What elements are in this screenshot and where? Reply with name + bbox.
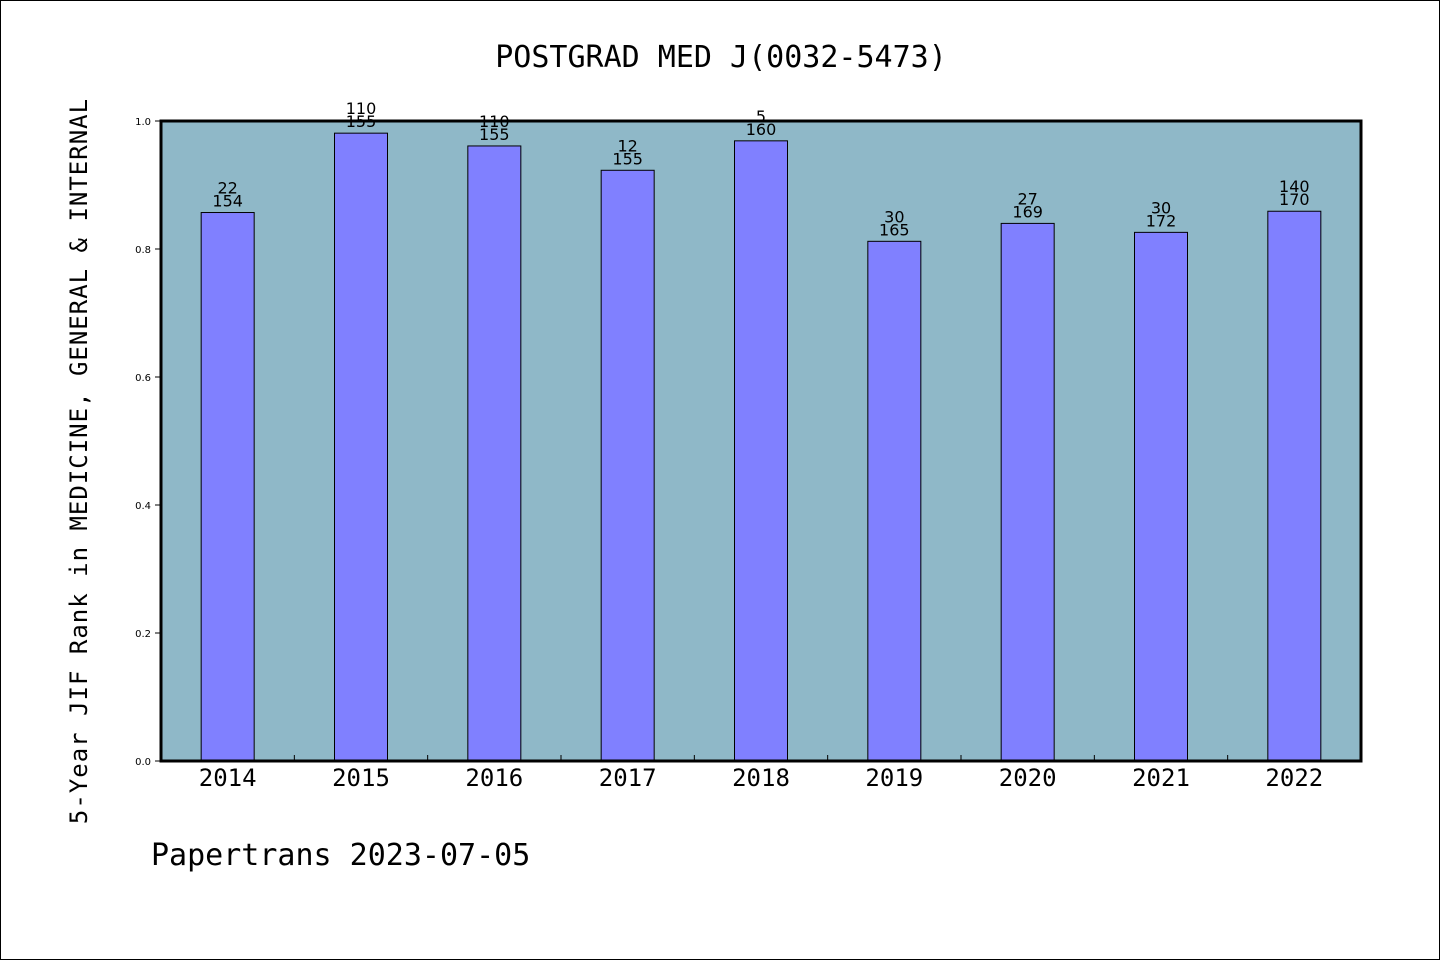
bar	[734, 140, 788, 762]
bar-label-top: 140	[1279, 177, 1310, 196]
plot-border	[159, 119, 1363, 763]
bar-label-top: 30	[1151, 198, 1171, 217]
x-tick-label: 2022	[1265, 764, 1323, 792]
x-tick-label: 2020	[999, 764, 1057, 792]
bar-label-bottom: 155	[479, 125, 510, 144]
bar-label-bottom: 154	[212, 192, 243, 211]
y-tick-label: 1.0	[135, 117, 151, 128]
y-axis: 0.0 0.2 0.4 0.6 0.8 1.0	[135, 117, 161, 768]
bar-label-top: 110	[346, 99, 377, 118]
y-axis-label: 5-Year JIF Rank in MEDICINE, GENERAL & I…	[65, 98, 93, 824]
x-tick-label: 2014	[199, 764, 257, 792]
bar	[200, 212, 255, 762]
bar-label-top: 27	[1017, 189, 1037, 208]
bar-label-bottom: 172	[1146, 211, 1177, 230]
bar-label-top: 30	[884, 207, 904, 226]
bar	[1000, 222, 1055, 762]
x-tick-label: 2017	[599, 764, 657, 792]
bar	[1267, 210, 1322, 762]
x-axis: 2014 2015 2016 2017 2018 2019 2020 2021 2022	[199, 755, 1323, 792]
footer-credit: Papertrans 2023-07-05	[151, 838, 530, 873]
y-tick-label: 0.6	[135, 373, 151, 384]
y-tick-label: 0.0	[135, 757, 151, 768]
bar	[467, 145, 522, 762]
bar	[867, 240, 922, 762]
x-tick-label: 2015	[332, 764, 390, 792]
bar-label-bottom: 155	[612, 149, 643, 168]
chart-title: POSTGRAD MED J(0032-5473)	[495, 40, 947, 75]
bar	[1134, 231, 1188, 762]
y-tick-label: 0.2	[135, 629, 151, 640]
x-tick-label: 2019	[865, 764, 923, 792]
bar-label-top: 22	[217, 179, 237, 198]
x-tick-label: 2018	[732, 764, 790, 792]
x-tick-label: 2016	[465, 764, 523, 792]
bar	[334, 132, 388, 762]
bar-label-top: 5	[756, 107, 766, 126]
x-tick-label: 2021	[1132, 764, 1190, 792]
bar-label-bottom: 169	[1012, 202, 1043, 221]
bar-label-top: 12	[617, 136, 637, 155]
bar-label-bottom: 165	[879, 220, 910, 239]
y-tick-label: 0.4	[135, 501, 151, 512]
bar-label-bottom: 170	[1279, 190, 1310, 209]
bar-label-bottom: 160	[746, 120, 777, 139]
y-tick-label: 0.8	[135, 245, 151, 256]
bar	[600, 169, 655, 762]
